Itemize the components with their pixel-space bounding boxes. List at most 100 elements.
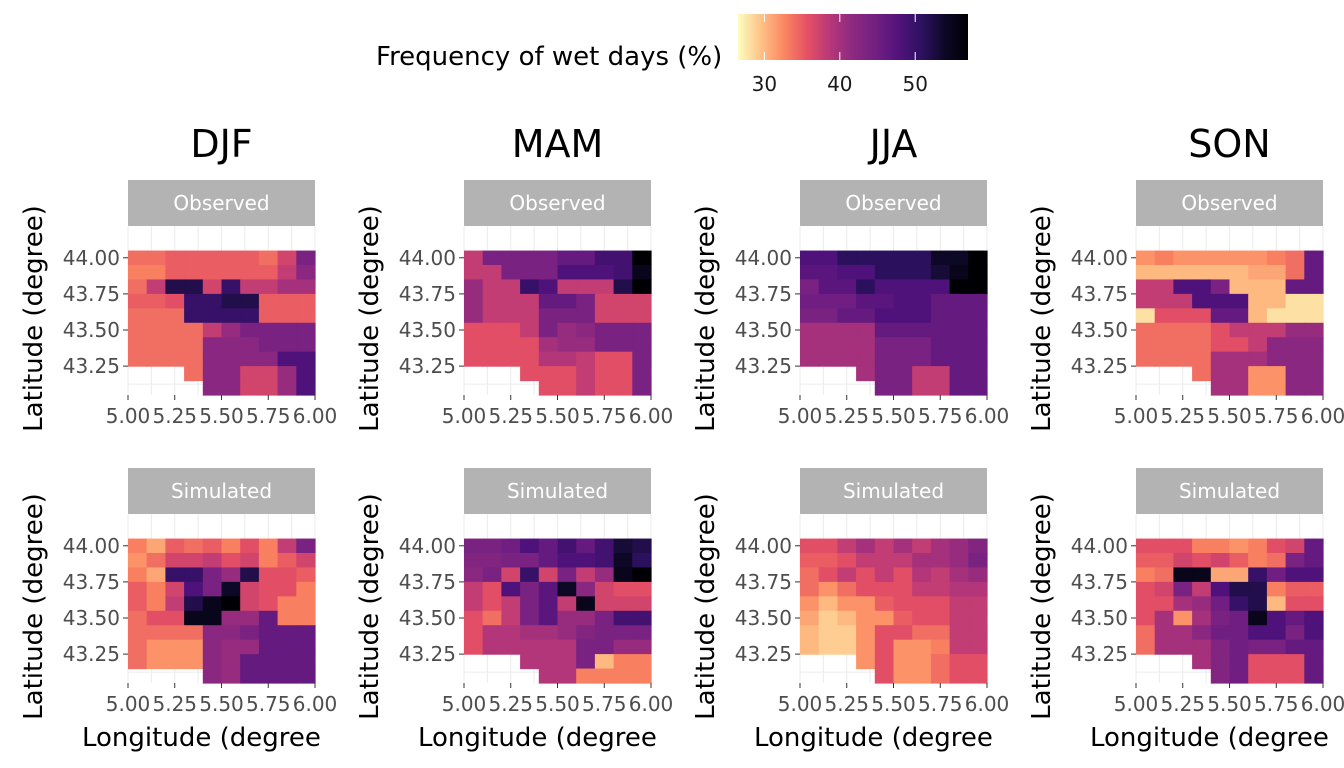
heat-cell: [221, 351, 241, 367]
heat-cell: [856, 639, 876, 655]
heat-cell: [128, 567, 148, 583]
heat-cell: [949, 538, 969, 554]
heat-cell: [912, 351, 932, 367]
colorbar-tick-label: 50: [902, 72, 928, 96]
facet-strip-label: Observed: [173, 191, 269, 215]
heat-cell: [1304, 322, 1324, 338]
heat-cell: [1248, 596, 1268, 612]
heat-cell: [520, 366, 540, 382]
x-tick-label: 5.75: [582, 404, 627, 428]
heat-cell: [1173, 293, 1193, 309]
heat-cell: [594, 610, 615, 626]
heat-cell: [1173, 639, 1193, 655]
heat-cell: [184, 366, 204, 382]
heat-cell: [594, 293, 615, 309]
heat-cell: [501, 538, 521, 554]
heat-cell: [464, 293, 484, 309]
heat-cell: [202, 610, 223, 626]
heat-cell: [258, 265, 279, 281]
heat-cell: [912, 581, 932, 597]
heat-cell: [184, 351, 204, 367]
heat-cell: [1192, 322, 1212, 338]
heat-cell: [1229, 596, 1249, 612]
heat-cell: [296, 265, 316, 281]
heat-cell: [296, 279, 316, 295]
heat-cell: [1304, 279, 1324, 295]
heat-cell: [221, 293, 241, 309]
heat-cell: [538, 279, 559, 295]
heat-cell: [146, 654, 166, 670]
heat-cell: [1136, 610, 1156, 626]
heat-cell: [1136, 265, 1156, 281]
heat-cell: [968, 366, 988, 382]
heat-cell: [1173, 279, 1193, 295]
heat-cell: [557, 668, 577, 684]
heat-cell: [1210, 538, 1231, 554]
x-tick-label: 5.50: [535, 692, 580, 716]
heat-cell: [613, 668, 633, 684]
heat-cell: [800, 337, 820, 353]
colorbar-gradient: [738, 14, 968, 60]
heat-cell: [856, 293, 876, 309]
heat-cell: [258, 250, 279, 266]
heat-cell: [128, 625, 148, 641]
heat-cell: [482, 610, 502, 626]
y-tick-label: 44.00: [63, 534, 120, 558]
facet-strip-label: Simulated: [507, 479, 608, 503]
heat-cell: [632, 322, 652, 338]
heat-cell: [520, 308, 540, 324]
heat-cell: [893, 293, 913, 309]
heat-cell: [576, 538, 596, 554]
heat-cell: [930, 351, 951, 367]
heat-cell: [1248, 625, 1268, 641]
heat-cell: [930, 567, 951, 583]
heat-cell: [893, 322, 913, 338]
heat-cell: [296, 581, 316, 597]
heat-cell: [1136, 639, 1156, 655]
heat-cell: [296, 553, 316, 569]
heat-cell: [874, 538, 895, 554]
heat-cell: [632, 250, 652, 266]
heat-cell: [240, 625, 260, 641]
heat-cell: [482, 639, 502, 655]
heat-cell: [968, 553, 988, 569]
heat-cell: [930, 293, 951, 309]
heat-cell: [968, 625, 988, 641]
heat-cell: [277, 380, 297, 396]
heat-cell: [1154, 553, 1174, 569]
heat-cell: [240, 553, 260, 569]
heat-cell: [594, 279, 615, 295]
heat-cell: [165, 654, 185, 670]
heat-cell: [1210, 366, 1231, 382]
heat-cell: [1210, 581, 1231, 597]
heat-cell: [1136, 322, 1156, 338]
heat-cell: [1192, 639, 1212, 655]
heat-cell: [296, 308, 316, 324]
heat-cell: [258, 337, 279, 353]
heat-cell: [1192, 293, 1212, 309]
heat-cell: [818, 596, 838, 612]
heat-cell: [576, 293, 596, 309]
heat-cell: [1304, 380, 1324, 396]
heat-cell: [1304, 337, 1324, 353]
heat-cell: [221, 279, 241, 295]
heat-cells: [128, 250, 316, 396]
heat-cell: [520, 625, 540, 641]
y-axis-title: Latitude (degree): [355, 205, 385, 432]
heat-cell: [632, 639, 652, 655]
heat-cell: [949, 279, 969, 295]
heat-cell: [146, 322, 166, 338]
heat-cell: [258, 567, 279, 583]
heat-cell: [1154, 337, 1174, 353]
heat-cell: [1210, 337, 1231, 353]
heat-cell: [277, 351, 297, 367]
heat-cell: [1248, 538, 1268, 554]
heat-cell: [912, 293, 932, 309]
heat-cell: [800, 639, 820, 655]
heat-cell: [930, 668, 951, 684]
heat-cell: [818, 322, 838, 338]
heat-cell: [912, 265, 932, 281]
colorbar-tick-label: 30: [751, 72, 778, 96]
heat-cell: [1266, 293, 1287, 309]
heat-cell: [1304, 581, 1324, 597]
